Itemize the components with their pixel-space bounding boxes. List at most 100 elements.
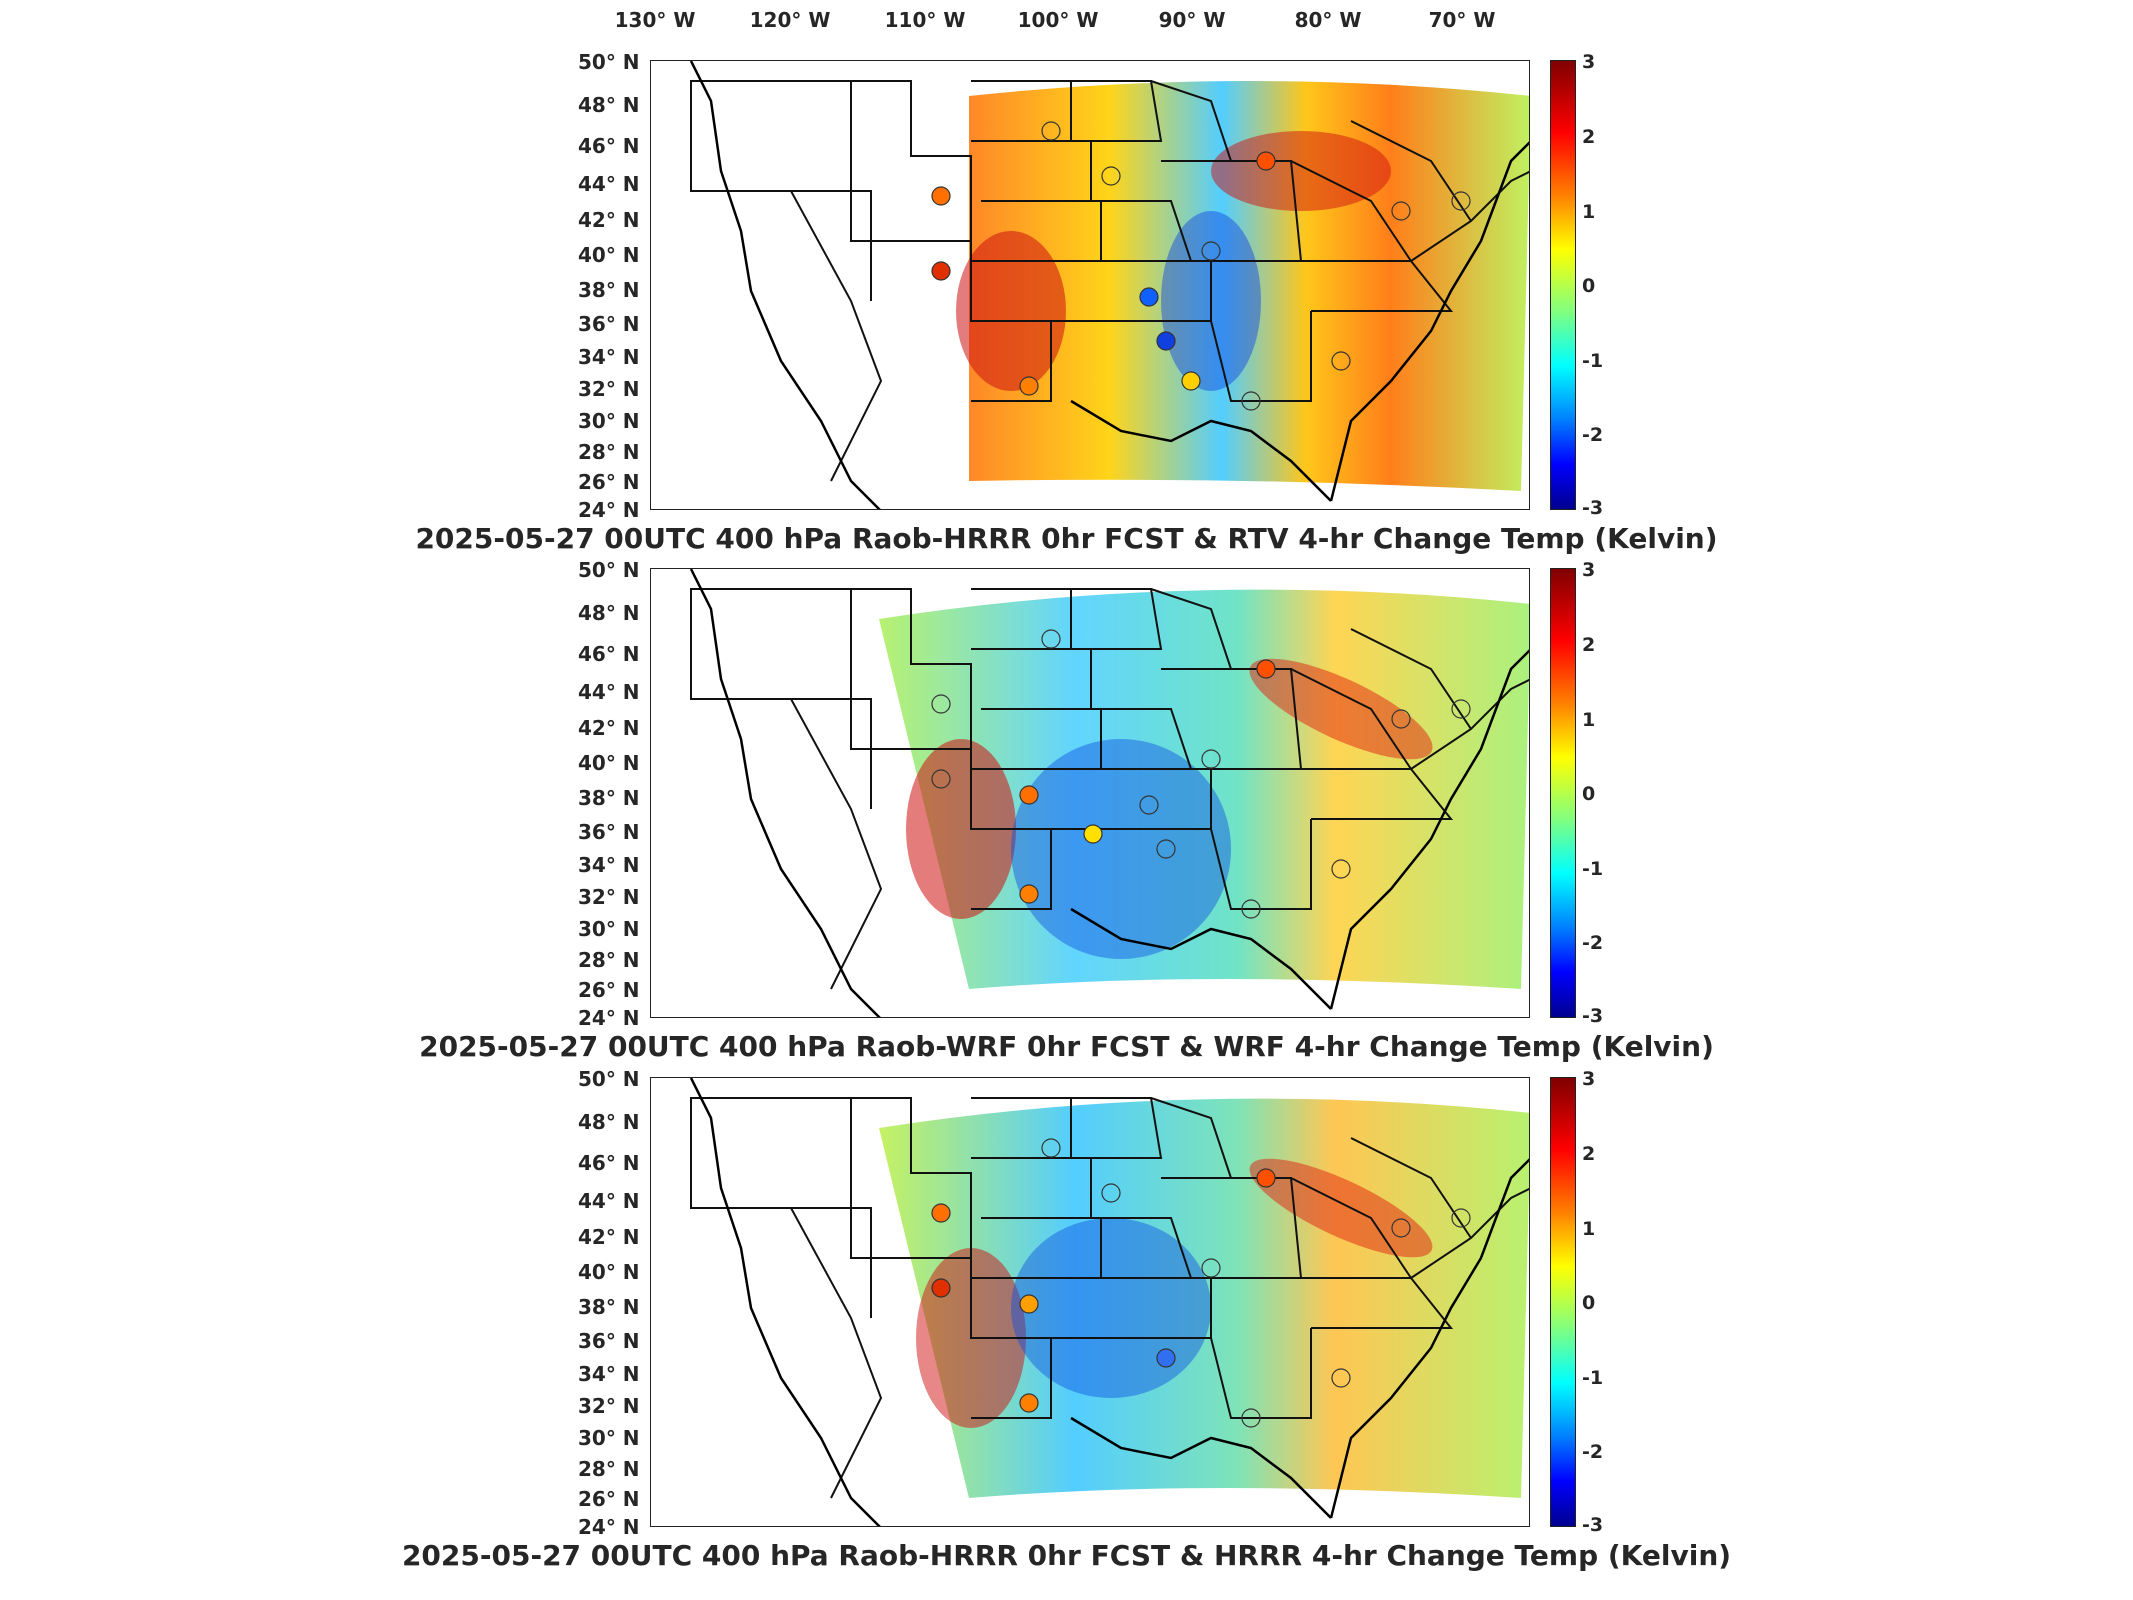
coastlines: [689, 569, 1529, 1017]
lat-label: 26° N: [578, 1487, 640, 1511]
warm-anomaly: [1211, 131, 1391, 211]
raob-station-markers: [931, 1138, 1471, 1428]
lat-label: 34° N: [578, 853, 640, 877]
model-domain-field: [969, 81, 1529, 491]
lat-label: 38° N: [578, 1295, 640, 1319]
panel-title: 2025-05-27 00UTC 400 hPa Raob-WRF 0hr FC…: [419, 1030, 1714, 1063]
lat-label: 50° N: [578, 50, 640, 74]
colorbar-tick: -2: [1582, 1441, 1604, 1463]
colorbar-tick: 3: [1582, 51, 1596, 73]
lat-label: 46° N: [578, 1151, 640, 1175]
lat-label: 42° N: [578, 208, 640, 232]
raob-station: [931, 769, 951, 789]
raob-station: [931, 261, 951, 281]
raob-station-markers: [931, 629, 1471, 919]
raob-station: [1331, 1368, 1351, 1388]
lon-label: 90° W: [1158, 8, 1226, 32]
lat-label: 40° N: [578, 243, 640, 267]
raob-station: [1019, 884, 1039, 904]
lat-label: 36° N: [578, 1329, 640, 1353]
lat-label: 40° N: [578, 1260, 640, 1284]
colorbar: [1550, 60, 1576, 510]
map-panel-rtv: 50° N 48° N 46° N 44° N 42° N 40° N 38° …: [0, 50, 2133, 572]
colorbar-tick: 0: [1582, 275, 1596, 297]
raob-station: [931, 186, 951, 206]
lat-label: 28° N: [578, 1457, 640, 1481]
lon-label: 110° W: [884, 8, 966, 32]
lat-label: 28° N: [578, 440, 640, 464]
raob-station: [1451, 1208, 1471, 1228]
warm-anomaly: [956, 231, 1066, 391]
lat-label: 38° N: [578, 786, 640, 810]
lat-label: 44° N: [578, 680, 640, 704]
temperature-change-map: [689, 1078, 1529, 1526]
colorbar-tick: 2: [1582, 1143, 1596, 1165]
lon-label: 80° W: [1294, 8, 1362, 32]
lat-label: 36° N: [578, 820, 640, 844]
colorbar-tick: -3: [1582, 1514, 1604, 1536]
raob-station-markers: [931, 121, 1471, 411]
lat-label: 34° N: [578, 1362, 640, 1386]
lat-label: 24° N: [578, 1006, 640, 1030]
colorbar-tick: 3: [1582, 1068, 1596, 1090]
raob-station: [931, 694, 951, 714]
raob-station: [931, 1203, 951, 1223]
lat-label: 38° N: [578, 278, 640, 302]
lat-label: 46° N: [578, 134, 640, 158]
raob-station: [1391, 1218, 1411, 1238]
lat-label: 28° N: [578, 948, 640, 972]
colorbar: [1550, 1077, 1576, 1527]
lat-label: 32° N: [578, 377, 640, 401]
coastlines: [689, 1078, 1529, 1526]
raob-station: [1041, 629, 1061, 649]
colorbar: [1550, 568, 1576, 1018]
lon-label: 100° W: [1017, 8, 1099, 32]
raob-station: [1041, 1138, 1061, 1158]
lat-label: 46° N: [578, 642, 640, 666]
lat-label: 26° N: [578, 978, 640, 1002]
raob-station: [1139, 795, 1159, 815]
lon-label: 130° W: [614, 8, 696, 32]
lat-label: 50° N: [578, 1067, 640, 1091]
colorbar-tick: -1: [1582, 1367, 1604, 1389]
lat-label: 44° N: [578, 172, 640, 196]
raob-station: [1083, 824, 1103, 844]
lat-label: 44° N: [578, 1189, 640, 1213]
map-plot-area: [650, 60, 1530, 510]
raob-station: [1451, 191, 1471, 211]
map-plot-area: [650, 1077, 1530, 1527]
raob-station: [1019, 376, 1039, 396]
lat-label: 34° N: [578, 345, 640, 369]
raob-station: [1241, 899, 1261, 919]
colorbar-tick: 3: [1582, 559, 1596, 581]
raob-station: [1041, 121, 1061, 141]
raob-station: [1139, 287, 1159, 307]
raob-station: [1241, 1408, 1261, 1428]
raob-station: [1019, 1393, 1039, 1413]
raob-station: [1156, 331, 1176, 351]
temperature-change-map: [689, 569, 1529, 1017]
lon-label: 70° W: [1428, 8, 1496, 32]
raob-station: [1019, 1294, 1039, 1314]
map-panel-wrf: 50° N 48° N 46° N 44° N 42° N 40° N 38° …: [0, 558, 2133, 1080]
colorbar-tick: 0: [1582, 783, 1596, 805]
raob-station: [1101, 166, 1121, 186]
warm-anomaly: [1249, 1158, 1433, 1258]
colorbar-tick: -3: [1582, 497, 1604, 519]
state-boundaries: [690, 588, 1529, 990]
cold-anomaly: [1011, 739, 1231, 959]
state-boundaries: [690, 1097, 1529, 1499]
lat-label: 26° N: [578, 470, 640, 494]
raob-station: [1019, 785, 1039, 805]
lat-label: 24° N: [578, 1515, 640, 1539]
raob-station: [1331, 351, 1351, 371]
lon-label: 120° W: [749, 8, 831, 32]
lat-label: 24° N: [578, 498, 640, 522]
colorbar-tick: -3: [1582, 1005, 1604, 1027]
raob-station: [1331, 859, 1351, 879]
lat-label: 42° N: [578, 716, 640, 740]
colorbar-tick: 1: [1582, 709, 1596, 731]
lat-label: 36° N: [578, 312, 640, 336]
lat-label: 30° N: [578, 1426, 640, 1450]
